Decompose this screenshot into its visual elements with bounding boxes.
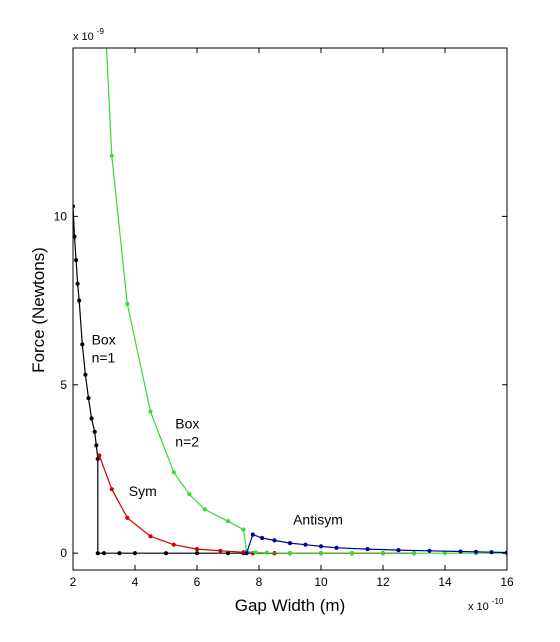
data-point-box-n1 <box>77 298 82 303</box>
y-tick-label: 0 <box>60 546 67 560</box>
x-multiplier: x 10 -10 <box>468 597 504 613</box>
data-point-antisym <box>260 535 265 541</box>
data-point-box-n2 <box>264 550 269 555</box>
data-point-box-n1 <box>163 551 169 556</box>
data-point-box-n1 <box>94 443 99 448</box>
x-tick-label: 12 <box>376 575 390 589</box>
data-point-antisym <box>318 544 324 549</box>
annotation-layer: Box n=1 Box n=2 Sym Antisym <box>92 331 343 527</box>
x-tick-label: 2 <box>70 575 77 589</box>
annotation-line: Box <box>92 331 116 347</box>
series-line-box-n2 <box>105 48 507 554</box>
data-point-antisym <box>458 549 463 554</box>
data-point-box-n2 <box>411 551 417 556</box>
data-point-sym <box>194 547 200 552</box>
data-point-sym <box>125 515 130 520</box>
data-point-sym <box>171 542 176 547</box>
x-tick-label: 10 <box>314 575 328 589</box>
data-point-box-n2 <box>442 551 448 556</box>
x-tick-label: 4 <box>132 575 139 589</box>
x-tick-label: 8 <box>256 575 263 589</box>
annotation-box1: Box n=1 <box>92 331 116 365</box>
y-axis-title: Force (Newtons) <box>29 247 48 373</box>
data-point-box-n2 <box>241 527 246 532</box>
data-point-antisym <box>272 538 277 543</box>
data-point-box-n2 <box>187 492 192 497</box>
data-point-antisym <box>365 547 370 552</box>
annotation-sym: Sym <box>129 483 157 499</box>
data-point-box-n1 <box>95 456 100 461</box>
data-point-box-n1 <box>89 416 94 421</box>
x-tick-label: 6 <box>194 575 201 589</box>
y-tick-label: 5 <box>60 378 67 392</box>
data-point-box-n1 <box>92 429 97 434</box>
data-point-box-n1 <box>95 551 100 556</box>
annotation-line: Sym <box>129 483 157 499</box>
series-layer <box>73 48 507 556</box>
data-point-box-n1 <box>194 551 200 556</box>
data-point-box-n2 <box>148 409 153 414</box>
data-point-box-n2 <box>171 470 176 475</box>
data-point-box-n1 <box>101 551 107 556</box>
x-multiplier-base: x 10 <box>468 601 489 613</box>
data-point-box-n1 <box>74 258 79 263</box>
data-point-antisym <box>396 548 401 553</box>
y-multiplier-base: x 10 <box>73 31 94 43</box>
y-multiplier: x 10 -9 <box>73 27 105 43</box>
data-point-antisym <box>244 551 249 556</box>
data-point-antisym <box>427 548 432 553</box>
annotation-line: n=1 <box>92 349 116 365</box>
x-axis-title: Gap Width (m) <box>235 596 346 615</box>
data-point-box-n1 <box>86 396 91 401</box>
svg-text:x 10 -10: x 10 -10 <box>468 597 504 613</box>
axes-layer: 2 4 6 8 10 12 14 16 0 5 10 <box>54 47 514 589</box>
data-point-box-n2 <box>318 551 324 556</box>
data-point-box-n2 <box>225 519 231 524</box>
annotation-antisym: Antisym <box>293 512 343 528</box>
data-point-antisym <box>489 550 494 555</box>
data-point-box-n1 <box>75 281 80 286</box>
data-point-sym <box>218 548 223 553</box>
annotation-line: Antisym <box>293 512 343 528</box>
data-point-box-n2 <box>380 551 386 556</box>
data-point-box-n2 <box>349 551 355 556</box>
data-point-box-n1 <box>80 342 85 347</box>
data-point-box-n2 <box>202 507 207 512</box>
data-point-box-n1 <box>117 551 122 556</box>
data-point-sym <box>109 487 114 492</box>
data-point-box-n1 <box>83 372 88 377</box>
data-point-antisym <box>250 532 255 537</box>
data-point-box-n2 <box>125 301 130 306</box>
data-point-antisym <box>303 542 308 547</box>
x-multiplier-exp: -10 <box>492 597 504 606</box>
data-point-box-n1 <box>225 551 231 556</box>
x-tick-label: 16 <box>500 575 514 589</box>
data-point-antisym <box>287 541 293 546</box>
x-tick-label: 14 <box>438 575 452 589</box>
annotation-box2: Box n=2 <box>175 416 199 450</box>
data-point-box-n1 <box>73 234 77 239</box>
y-multiplier-exp: -9 <box>97 27 105 36</box>
data-point-antisym <box>334 545 339 550</box>
data-point-box-n2 <box>287 551 293 556</box>
data-point-antisym <box>473 549 479 554</box>
annotation-line: n=2 <box>175 434 199 450</box>
data-point-box-n2 <box>253 550 258 555</box>
data-point-box-n1 <box>132 551 138 556</box>
data-point-box-n1 <box>73 204 76 209</box>
annotation-line: Box <box>175 416 199 432</box>
data-point-sym <box>148 534 153 539</box>
data-point-sym <box>97 453 102 458</box>
axes-frame <box>72 47 508 571</box>
y-tick-label: 10 <box>54 209 68 223</box>
data-point-box-n2 <box>109 153 114 158</box>
svg-text:x 10 -9: x 10 -9 <box>73 27 105 43</box>
